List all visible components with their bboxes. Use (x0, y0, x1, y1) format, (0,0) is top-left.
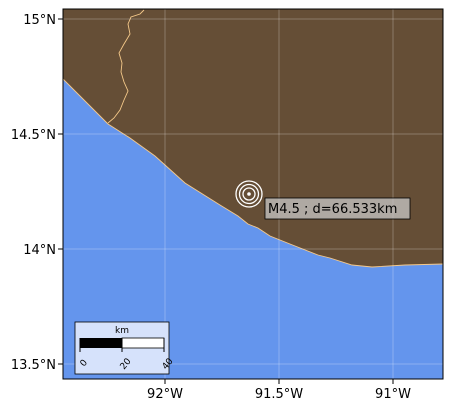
scale-bar-unit: km (115, 326, 129, 336)
lat-tick-label: 15°N (23, 13, 56, 28)
scale-bar-tick-0: 0 (79, 358, 91, 369)
scale-bar-white-segment (121, 337, 165, 349)
lat-tick-label: 13.5°N (11, 358, 56, 373)
tick-marks (58, 18, 394, 384)
coastline (63, 78, 443, 268)
plot-frame (62, 8, 444, 380)
country-border (107, 9, 145, 124)
lon-tick-label: 91.5°W (255, 387, 303, 402)
scale-bar: km 0 20 40 (74, 321, 176, 375)
event-annotation-box (264, 197, 411, 220)
lon-tick-label: 92°W (147, 387, 183, 402)
lat-tick-label: 14°N (23, 243, 56, 258)
event-marker (235, 180, 263, 208)
scale-bar-black-segment (80, 338, 122, 348)
lon-tick-label: 91°W (375, 387, 411, 402)
lat-tick-label: 14.5°N (11, 128, 56, 143)
event-annotation-label: M4.5 ; d=66.533km (268, 202, 397, 217)
